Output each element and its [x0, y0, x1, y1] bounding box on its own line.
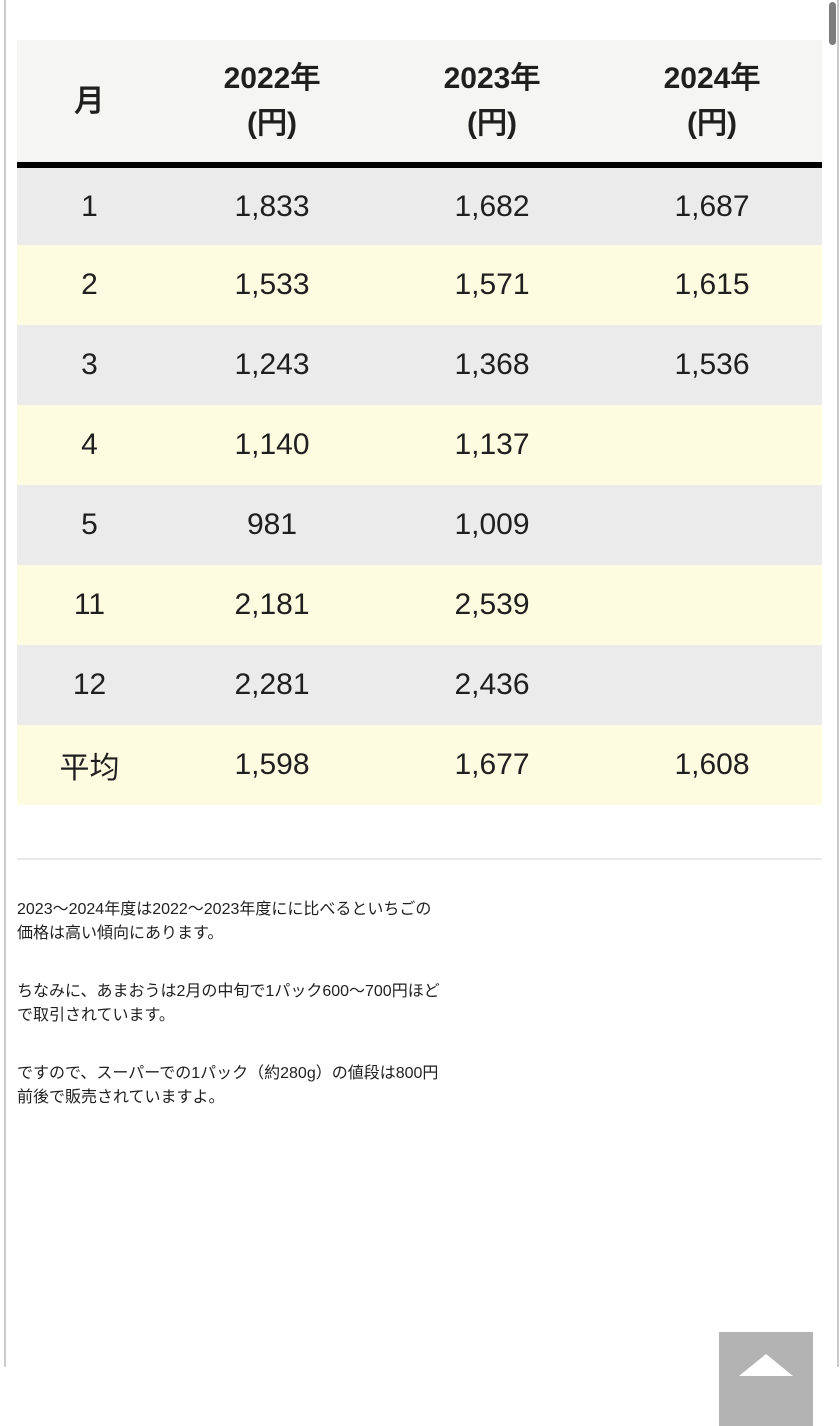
price-cell-2023: 1,682 — [382, 165, 602, 245]
price-cell-2022: 1,140 — [162, 405, 382, 485]
month-cell: 平均 — [17, 725, 162, 805]
price-cell-2024: 1,536 — [602, 325, 822, 405]
table-row: 2 1,533 1,571 1,615 — [17, 245, 822, 325]
price-cell-2022: 1,243 — [162, 325, 382, 405]
price-cell-2024 — [602, 645, 822, 725]
price-cell-2023: 1,368 — [382, 325, 602, 405]
price-cell-2022: 981 — [162, 485, 382, 565]
table-row: 12 2,281 2,436 — [17, 645, 822, 725]
chevron-up-icon — [739, 1354, 793, 1376]
page-left-border — [4, 0, 6, 1367]
price-cell-2024 — [602, 485, 822, 565]
table-row-average: 平均 1,598 1,677 1,608 — [17, 725, 822, 805]
price-cell-2024 — [602, 405, 822, 485]
month-cell: 1 — [17, 165, 162, 245]
table-row: 3 1,243 1,368 1,536 — [17, 325, 822, 405]
header-2024: 2024年 (円) — [602, 40, 822, 168]
price-cell-2024: 1,615 — [602, 245, 822, 325]
header-2023: 2023年 (円) — [382, 40, 602, 168]
header-month: 月 — [17, 40, 162, 168]
paragraph-line: ですので、スーパーでの1パック（約280g）の値段は800円 — [17, 1065, 439, 1082]
price-cell-2022: 2,181 — [162, 565, 382, 645]
price-cell-2023: 1,137 — [382, 405, 602, 485]
table-header-row: 月 2022年 (円) 2023年 (円) 2024年 (円) — [17, 40, 822, 168]
month-cell: 12 — [17, 645, 162, 725]
price-cell-2023: 2,436 — [382, 645, 602, 725]
paragraph-line: ちなみに、あまおうは2月の中旬で1パック600〜700円ほど — [17, 983, 440, 1000]
month-cell: 2 — [17, 245, 162, 325]
paragraph-line: 前後で販売されていますよ。 — [17, 1089, 225, 1106]
price-cell-2023: 1,009 — [382, 485, 602, 565]
scrollbar-thumb[interactable] — [829, 2, 836, 45]
price-cell-2022: 1,533 — [162, 245, 382, 325]
table-row: 4 1,140 1,137 — [17, 405, 822, 485]
price-cell-2023: 1,677 — [382, 725, 602, 805]
strawberry-price-table: 月 2022年 (円) 2023年 (円) 2024年 (円) 1 1,833 — [17, 40, 822, 805]
price-cell-2022: 1,833 — [162, 165, 382, 245]
price-cell-2022: 2,281 — [162, 645, 382, 725]
article-text: 2023〜2024年度は2022〜2023年度にに比べるといちごの 価格は高い傾… — [17, 895, 822, 1107]
paragraph-line: で取引されています。 — [17, 1007, 175, 1024]
price-cell-2022: 1,598 — [162, 725, 382, 805]
header-2022: 2022年 (円) — [162, 40, 382, 168]
table-row: 11 2,181 2,539 — [17, 565, 822, 645]
section-divider — [17, 858, 822, 860]
month-cell: 4 — [17, 405, 162, 485]
month-cell: 3 — [17, 325, 162, 405]
page-right-border — [837, 0, 839, 1367]
month-cell: 11 — [17, 565, 162, 645]
scroll-to-top-button[interactable] — [719, 1332, 813, 1426]
price-cell-2024: 1,608 — [602, 725, 822, 805]
table-row: 5 981 1,009 — [17, 485, 822, 565]
paragraph-line: 2023〜2024年度は2022〜2023年度にに比べるといちごの — [17, 901, 432, 918]
table-row: 1 1,833 1,682 1,687 — [17, 165, 822, 245]
paragraph-line: 価格は高い傾向にあります。 — [17, 925, 224, 942]
month-cell: 5 — [17, 485, 162, 565]
page-content: 月 2022年 (円) 2023年 (円) 2024年 (円) 1 1,833 — [17, 0, 822, 1141]
price-cell-2023: 1,571 — [382, 245, 602, 325]
price-cell-2023: 2,539 — [382, 565, 602, 645]
price-cell-2024: 1,687 — [602, 165, 822, 245]
price-cell-2024 — [602, 565, 822, 645]
